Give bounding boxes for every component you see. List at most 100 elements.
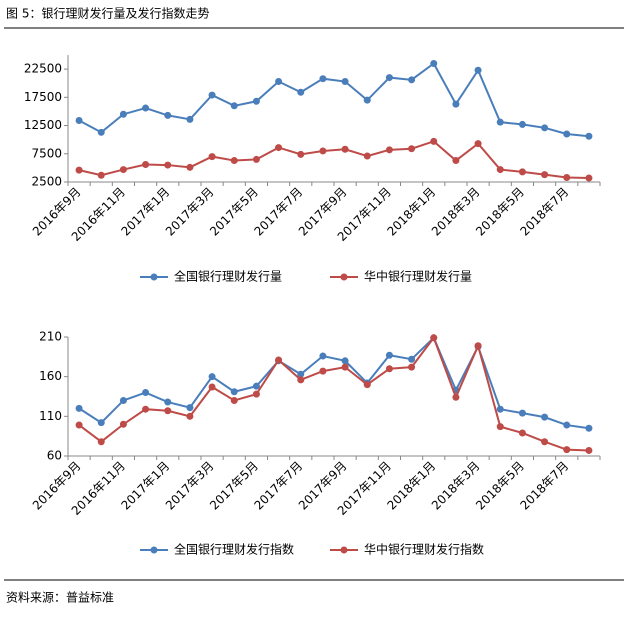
y-tick-label: 210: [39, 330, 62, 344]
legend-marker: [150, 273, 158, 281]
point: [319, 367, 327, 375]
point: [208, 91, 216, 99]
point: [474, 342, 482, 350]
point: [119, 420, 127, 428]
legend-label: 全国银行理财发行指数: [174, 542, 294, 557]
point: [297, 88, 305, 96]
point: [297, 150, 305, 158]
point: [164, 407, 172, 415]
point: [119, 396, 127, 404]
point: [208, 383, 216, 391]
point: [142, 104, 150, 112]
point: [142, 405, 150, 413]
series-line: [78, 61, 590, 138]
point: [496, 118, 504, 126]
point: [430, 137, 438, 145]
point: [563, 130, 571, 138]
point: [363, 152, 371, 160]
point: [563, 173, 571, 181]
point: [385, 351, 393, 359]
point: [452, 393, 460, 401]
y-tick-label: 22500: [24, 62, 62, 76]
point: [186, 115, 194, 123]
y-tick-label: 7500: [31, 146, 62, 160]
point: [385, 146, 393, 154]
point: [119, 166, 127, 174]
series-line: [78, 336, 590, 430]
point: [541, 124, 549, 132]
point: [164, 398, 172, 406]
point: [252, 382, 260, 390]
series-line: [78, 140, 589, 180]
point: [496, 405, 504, 413]
point: [408, 355, 416, 363]
point: [452, 157, 460, 165]
point: [518, 120, 526, 128]
point: [230, 102, 238, 110]
y-tick-label: 60: [47, 449, 62, 463]
point: [275, 78, 283, 86]
point: [452, 100, 460, 108]
y-tick-label: 2500: [31, 175, 62, 189]
point: [541, 413, 549, 421]
point: [408, 363, 416, 371]
figure-title: 图 5：银行理财发行量及发行指数走势: [6, 6, 209, 21]
legend-label: 华中银行理财发行指数: [364, 542, 484, 557]
point: [385, 74, 393, 82]
point: [186, 404, 194, 412]
x-tick-label: 2018年7月: [517, 459, 571, 513]
point: [496, 423, 504, 431]
point: [341, 357, 349, 365]
point: [430, 334, 438, 342]
y-tick-label: 17500: [24, 90, 62, 104]
point: [252, 155, 260, 163]
point: [186, 163, 194, 171]
series-line: [78, 335, 589, 452]
legend-marker: [150, 546, 158, 554]
y-tick-label: 12500: [24, 118, 62, 132]
point: [208, 373, 216, 381]
legend-marker: [340, 273, 348, 281]
point: [208, 153, 216, 161]
point: [518, 168, 526, 176]
point: [319, 147, 327, 155]
point: [408, 76, 416, 84]
point: [164, 111, 172, 119]
point: [186, 412, 194, 420]
point: [252, 97, 260, 105]
point: [563, 421, 571, 429]
point: [75, 166, 83, 174]
point: [541, 171, 549, 179]
point: [75, 404, 83, 412]
point: [119, 110, 127, 118]
point: [585, 424, 593, 432]
point: [341, 145, 349, 153]
point: [319, 75, 327, 83]
point: [97, 438, 105, 446]
point: [385, 365, 393, 373]
point: [297, 370, 305, 378]
point: [164, 161, 172, 169]
point: [585, 174, 593, 182]
point: [230, 396, 238, 404]
point: [252, 390, 260, 398]
point: [518, 429, 526, 437]
point: [297, 376, 305, 384]
point: [408, 145, 416, 153]
point: [230, 388, 238, 396]
point: [585, 132, 593, 140]
point: [97, 128, 105, 136]
y-tick-label: 110: [39, 409, 62, 423]
point: [474, 66, 482, 74]
point: [97, 171, 105, 179]
point: [541, 438, 549, 446]
point: [75, 116, 83, 124]
x-tick-label: 2018年7月: [517, 185, 571, 239]
y-tick-label: 160: [39, 369, 62, 383]
point: [585, 446, 593, 454]
point: [97, 419, 105, 427]
point: [142, 161, 150, 169]
point: [341, 78, 349, 86]
legend-label: 全国银行理财发行量: [174, 269, 282, 284]
